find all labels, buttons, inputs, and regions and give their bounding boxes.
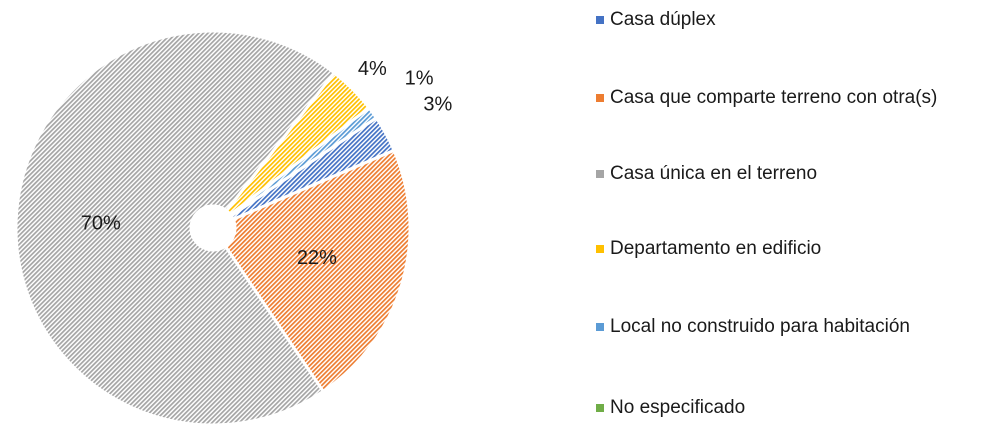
data-label: 70%: [81, 212, 121, 234]
data-label: 1%: [405, 68, 434, 90]
legend-label: Local no construido para habitación: [610, 316, 910, 337]
data-label: 4%: [358, 58, 387, 80]
pie-area: 3% 22% 70% 4% 1%: [14, 29, 453, 424]
legend-label: Casa dúplex: [610, 9, 716, 30]
pie-slice: [14, 29, 336, 424]
legend-swatch: [596, 170, 604, 178]
legend-label: Departamento en edificio: [610, 238, 822, 259]
legend-item: Local no construido para habitación: [596, 313, 946, 341]
data-label: 22%: [297, 247, 337, 269]
legend-item: Casa dúplex: [596, 6, 946, 34]
pie-slice: [223, 148, 412, 393]
legend-swatch: [596, 245, 604, 253]
legend-item: No especificado: [596, 394, 946, 422]
legend-label: Casa que comparte terreno con otra(s): [610, 87, 938, 108]
legend-item: Casa única en el terreno: [596, 160, 946, 188]
pie-slice: [229, 116, 378, 218]
legend-swatch: [596, 404, 604, 412]
legend-swatch: [596, 323, 604, 331]
data-label: 3%: [423, 94, 452, 116]
legend-label: No especificado: [610, 397, 746, 418]
legend-item: Departamento en edificio: [596, 235, 946, 263]
legend-item: Casa que comparte terreno con otra(s): [596, 84, 946, 112]
legend-swatch: [596, 94, 604, 102]
legend-label: Casa única en el terreno: [610, 163, 818, 184]
legend-swatch: [596, 16, 604, 24]
